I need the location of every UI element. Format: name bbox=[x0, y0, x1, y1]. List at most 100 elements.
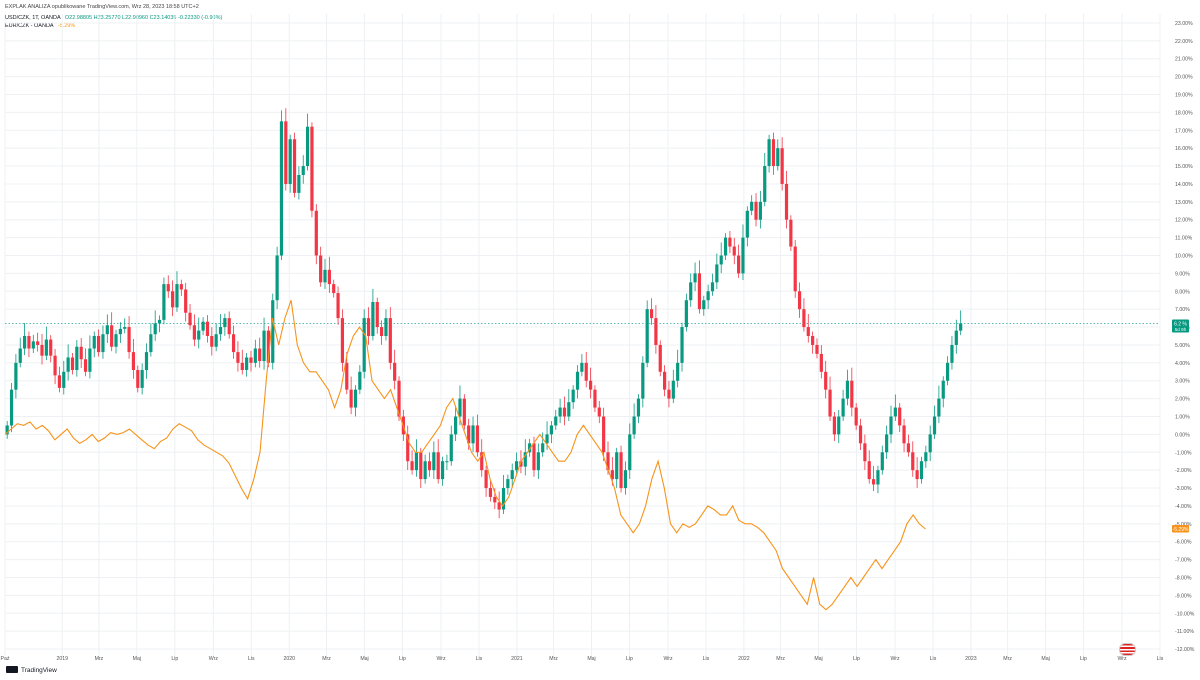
candle-body bbox=[593, 389, 597, 408]
candle bbox=[462, 394, 466, 430]
y-tick-label: 2.00% bbox=[1175, 397, 1190, 403]
candle-body bbox=[906, 443, 911, 453]
y-tick-label: 1.00% bbox=[1175, 415, 1190, 421]
candle-body bbox=[75, 346, 79, 370]
candle bbox=[536, 443, 540, 479]
x-tick-label: 2023 bbox=[965, 656, 977, 662]
candle bbox=[754, 193, 758, 227]
x-tick-label: Lip bbox=[399, 656, 406, 662]
candle-body bbox=[62, 371, 66, 388]
candle bbox=[179, 279, 183, 297]
candle-body bbox=[271, 300, 275, 363]
candle-body bbox=[336, 293, 340, 319]
candle bbox=[497, 491, 501, 519]
candle-body bbox=[436, 452, 440, 480]
candle-body bbox=[580, 362, 584, 372]
candle-body bbox=[885, 434, 889, 453]
candle bbox=[171, 280, 175, 317]
candle bbox=[484, 465, 488, 497]
candle-body bbox=[201, 321, 205, 331]
candle-body bbox=[92, 336, 96, 349]
candle-body bbox=[784, 183, 789, 220]
candle bbox=[384, 309, 388, 341]
candle-body bbox=[876, 470, 880, 485]
candle bbox=[941, 376, 945, 408]
legend-series-eurczk[interactable]: EUR/CZK - OANDA -5.29% bbox=[5, 22, 75, 31]
candle-body bbox=[488, 488, 493, 497]
candle bbox=[710, 273, 715, 296]
candle-body bbox=[253, 348, 257, 363]
candle bbox=[5, 420, 9, 439]
x-tick-label: Mrz bbox=[95, 656, 104, 662]
candle-body bbox=[911, 452, 915, 471]
candle bbox=[75, 340, 79, 377]
candle-body bbox=[532, 443, 536, 471]
y-tick-label: 22.00% bbox=[1175, 39, 1193, 45]
candle bbox=[706, 284, 710, 309]
candle bbox=[723, 233, 728, 260]
candle bbox=[510, 463, 514, 488]
candle bbox=[319, 246, 323, 287]
candle bbox=[123, 318, 127, 334]
candle-body bbox=[802, 309, 806, 328]
candle bbox=[18, 337, 22, 368]
candle bbox=[837, 409, 841, 444]
candle bbox=[863, 434, 867, 470]
x-tick-label: Wrz bbox=[209, 656, 219, 662]
candle bbox=[854, 403, 858, 430]
y-tick-label: 12.00% bbox=[1175, 218, 1193, 224]
candle-body bbox=[641, 362, 645, 399]
candle bbox=[671, 369, 675, 404]
x-tick-label: Mrz bbox=[549, 656, 558, 662]
candle bbox=[663, 365, 667, 397]
x-tick-label: Lis bbox=[703, 656, 710, 662]
candle-body bbox=[950, 344, 954, 363]
candle bbox=[297, 166, 301, 200]
candle bbox=[889, 405, 893, 444]
x-tick-label: Lip bbox=[626, 656, 633, 662]
candle-body bbox=[166, 284, 170, 292]
candle-body bbox=[462, 398, 466, 426]
candle-body bbox=[305, 126, 310, 167]
candle-body bbox=[750, 201, 754, 211]
candle-body bbox=[79, 346, 83, 360]
y-tick-label: 15.00% bbox=[1175, 164, 1193, 170]
candle bbox=[937, 385, 941, 424]
candle bbox=[571, 385, 575, 409]
candle-body bbox=[649, 309, 654, 319]
candle-body bbox=[205, 321, 210, 336]
candle-body bbox=[292, 139, 297, 193]
candle bbox=[236, 341, 240, 372]
candle bbox=[432, 441, 436, 479]
candle-body bbox=[554, 416, 558, 426]
candle bbox=[406, 425, 410, 470]
candle bbox=[423, 454, 427, 484]
candle-body bbox=[397, 380, 401, 417]
candle-body bbox=[358, 371, 362, 390]
candle bbox=[819, 345, 823, 379]
candle bbox=[832, 412, 836, 442]
candle-body bbox=[719, 255, 723, 265]
candle bbox=[549, 420, 554, 444]
candle-body bbox=[575, 371, 580, 390]
legend-series-usdczk[interactable]: USD/CZK, 1T, OANDA O22.98805 H23.25770 L… bbox=[5, 14, 222, 23]
candle bbox=[310, 122, 314, 218]
y-tick-label: 5.00% bbox=[1175, 343, 1190, 349]
candle-body bbox=[371, 302, 375, 336]
x-tick-label: Lis bbox=[248, 656, 255, 662]
candle-body bbox=[819, 353, 823, 372]
candle bbox=[902, 418, 906, 453]
candle-body bbox=[845, 380, 850, 399]
candle-body bbox=[310, 126, 314, 211]
candle bbox=[771, 132, 776, 175]
us-flag-icon bbox=[1119, 643, 1136, 656]
candle bbox=[689, 273, 693, 307]
axis-layer: -12.00% -11.00% -10.00% -9.00% -8.00% -7.00% -… bbox=[1, 21, 1195, 662]
candle bbox=[419, 447, 423, 488]
y-tick-label: 16.00% bbox=[1175, 146, 1193, 152]
candle-body bbox=[506, 479, 510, 489]
candle bbox=[858, 418, 863, 450]
candle bbox=[336, 286, 340, 325]
